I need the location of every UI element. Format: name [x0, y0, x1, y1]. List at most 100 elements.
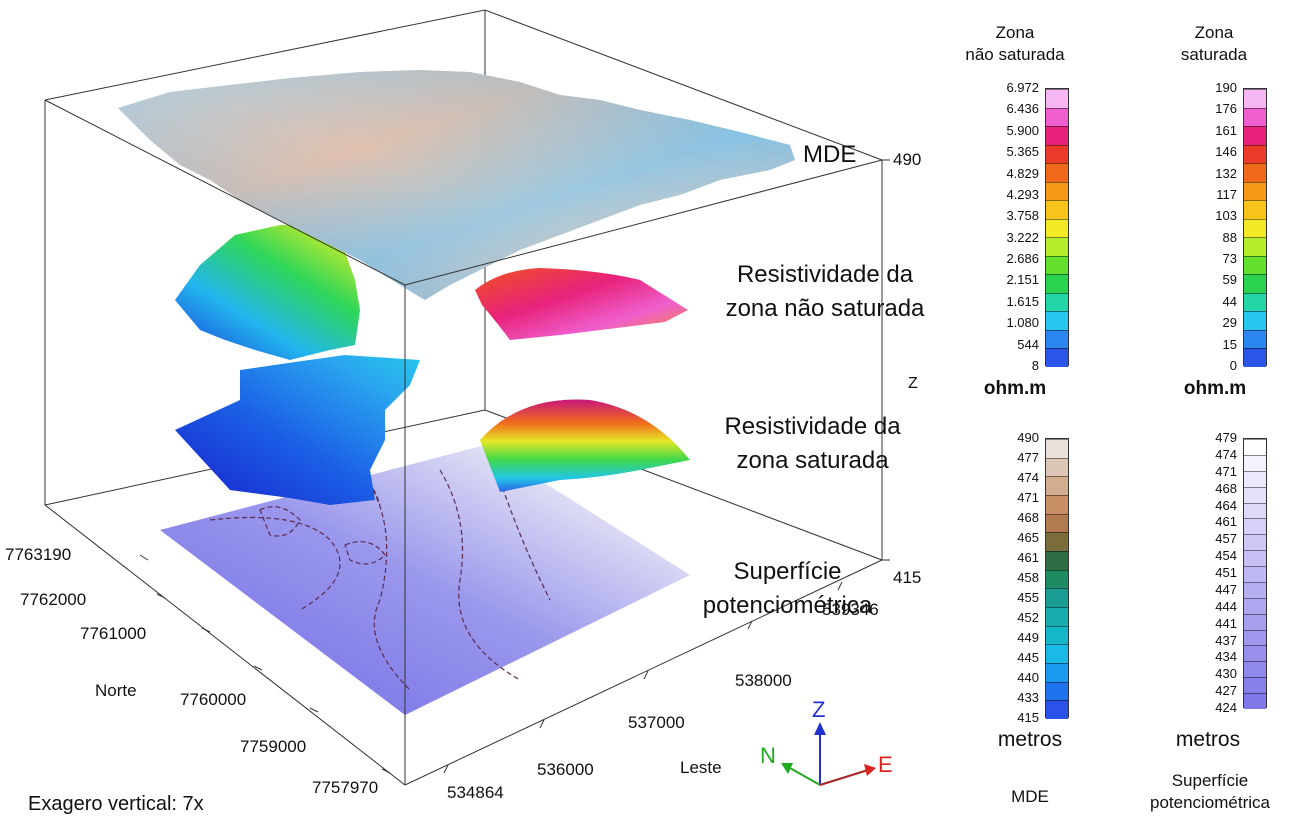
colorbar-segment: [1046, 144, 1068, 164]
colorbar-tick-label: 471: [1215, 463, 1237, 479]
colorbar-segment: [1046, 457, 1068, 477]
colorbar-sat: [1243, 88, 1267, 367]
norte-tick: 7763190: [5, 545, 72, 564]
colorbar-segment: [1046, 569, 1068, 589]
colorbar-tick-label: 441: [1215, 615, 1237, 631]
colorbar-tick-label: 15: [1222, 336, 1237, 352]
colorbar-mde-unit: metros: [997, 728, 1063, 751]
colorbar-tick-label: 451: [1215, 565, 1237, 580]
colorbar-tick-label: 427: [1215, 683, 1237, 699]
colorbar-tick-label: 2.686: [1006, 251, 1039, 267]
colorbar-segment: [1046, 181, 1068, 201]
vertical-exaggeration: Exagero vertical: 7x: [28, 793, 204, 815]
label-potentiometric-surface: Superfície potenciométrica: [702, 558, 873, 619]
axis-tick-marks: [139, 159, 890, 774]
colorbar-segment: [1244, 534, 1266, 551]
colorbar-tick-label: 0: [1229, 358, 1237, 373]
leste-tick: 537000: [628, 713, 685, 732]
colorbar-segment: [1244, 237, 1266, 256]
colorbar-segment: [1244, 107, 1266, 127]
colorbar-tick-label: 88: [1222, 229, 1237, 245]
colorbar-unsat: [1045, 88, 1069, 367]
colorbar-tick-label: 176: [1215, 101, 1237, 117]
compass-icon: [781, 722, 876, 786]
colorbar-segment: [1244, 661, 1266, 678]
leste-tick: 534864: [447, 783, 504, 802]
colorbar-unsat-unit: ohm.m: [983, 378, 1047, 399]
colorbar-segment: [1046, 551, 1068, 570]
colorbar-segment: [1046, 292, 1068, 312]
norte-axis-label: Norte: [95, 681, 137, 700]
colorbar-tick-label: 424: [1215, 700, 1237, 715]
colorbar-segment: [1046, 476, 1068, 495]
colorbar-segment: [1046, 700, 1068, 719]
z-tick-bottom: 415: [893, 568, 922, 587]
leste-tick: 539346: [822, 600, 879, 619]
colorbar-tick-label: 464: [1215, 497, 1237, 513]
colorbar-tick-label: 477: [1017, 450, 1039, 465]
norte-tick: 7761000: [80, 624, 147, 643]
colorbar-segment: [1244, 454, 1266, 471]
colorbar-tick-label: 455: [1017, 590, 1039, 605]
colorbar-segment: [1244, 470, 1266, 487]
colorbar-tick-label: 461: [1215, 514, 1237, 530]
colorbar-tick-label: 461: [1017, 550, 1039, 565]
colorbar-tick-label: 440: [1017, 670, 1039, 685]
colorbar-segment: [1046, 532, 1068, 551]
colorbar-segment: [1244, 181, 1266, 201]
colorbar-tick-label: 544: [1017, 336, 1039, 352]
colorbar-segment: [1244, 200, 1266, 219]
colorbar-segment: [1244, 255, 1266, 275]
colorbar-tick-label: 430: [1215, 666, 1237, 682]
colorbar-segment: [1244, 486, 1266, 503]
colorbar-tick-label: 6.436: [1006, 101, 1039, 117]
colorbar-tick-label: 3.758: [1006, 208, 1039, 224]
colorbar-segment: [1046, 607, 1068, 626]
compass-label-e: E: [878, 752, 893, 777]
colorbar-pot-unit: metros: [1175, 728, 1241, 751]
colorbar-tick-label: 449: [1017, 630, 1039, 645]
colorbar-segment: [1046, 274, 1068, 293]
colorbar-sat-unit: ohm.m: [1183, 378, 1247, 399]
colorbar-pot-footer: Superfície potenciométrica: [1149, 771, 1270, 812]
colorbar-segment: [1244, 218, 1266, 238]
potentiometric-surface: [160, 445, 690, 715]
leste-tick: 538000: [735, 671, 792, 690]
colorbar-segment: [1046, 348, 1068, 367]
colorbar-tick-label: 1.615: [1006, 293, 1039, 309]
colorbar-tick-label: 468: [1017, 510, 1039, 525]
colorbar-segment: [1046, 329, 1068, 349]
colorbar-tick-label: 468: [1215, 480, 1237, 496]
label-mde: MDE: [803, 141, 857, 168]
colorbar-tick-label: 434: [1215, 649, 1237, 665]
colorbar-segment: [1244, 502, 1266, 519]
leste-tick: 536000: [537, 760, 594, 779]
colorbar-tick-label: 3.222: [1006, 229, 1039, 245]
colorbar-tick-label: 8: [1031, 358, 1039, 373]
compass-label-z: Z: [812, 697, 826, 722]
colorbar-segment: [1046, 107, 1068, 127]
colorbar-segment: [1244, 439, 1266, 455]
colorbar-mde: [1045, 438, 1069, 719]
norte-tick: 7757970: [312, 778, 379, 797]
colorbar-segment: [1046, 625, 1068, 645]
colorbar-tick-label: 5.365: [1006, 144, 1039, 160]
colorbar-tick-label: 59: [1222, 272, 1237, 288]
dem-surface: [118, 70, 795, 300]
colorbar-segment: [1244, 550, 1266, 567]
colorbar-segment: [1046, 513, 1068, 533]
colorbar-segment: [1046, 89, 1068, 108]
compass-label-n: N: [760, 743, 776, 768]
colorbar-pot: [1243, 438, 1267, 709]
colorbar-segment: [1046, 439, 1068, 458]
colorbar-segment: [1244, 348, 1266, 367]
colorbar-segment: [1244, 629, 1266, 646]
colorbar-segment: [1046, 588, 1068, 607]
saturated-resistivity-surfaces: [175, 355, 690, 505]
colorbar-segment: [1244, 89, 1266, 108]
colorbar-segment: [1046, 255, 1068, 275]
colorbar-tick-label: 29: [1222, 315, 1237, 331]
colorbar-tick-label: 444: [1215, 598, 1237, 614]
colorbar-segment: [1244, 613, 1266, 630]
